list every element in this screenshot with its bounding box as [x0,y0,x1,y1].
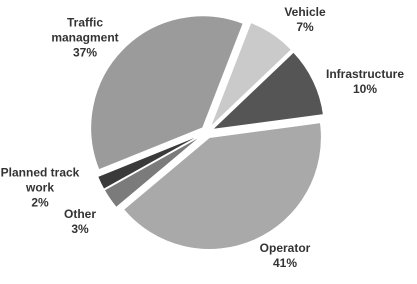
slice-label: Traffic managment 37% [40,16,130,61]
pie-slice [209,21,293,128]
category-label: Traffic managment [51,15,119,45]
category-label: Vehicle [284,5,326,19]
slice-label: Operator 41% [245,241,325,271]
value-label: 41% [272,256,298,270]
value-label: 7% [296,20,314,34]
value-label: 2% [31,195,49,210]
pie-slice [97,134,202,190]
pie-slice [90,15,244,171]
slice-label: Other 3% [55,207,105,237]
pie-slice [103,134,203,209]
pie-slice [122,122,322,250]
slice-label: Vehicle 7% [270,5,340,35]
slice-label: Infrastructure 10% [315,67,415,97]
pie-slice [210,51,324,131]
category-label: Other [63,207,96,221]
category-label: Operator [259,241,311,255]
category-label: Planned track work [0,165,80,195]
slice-label: Planned track work 2% [0,166,85,211]
category-label: Infrastructure [325,67,405,81]
value-label: 10% [352,82,378,96]
value-label: 37% [72,45,98,60]
value-label: 3% [71,222,89,236]
